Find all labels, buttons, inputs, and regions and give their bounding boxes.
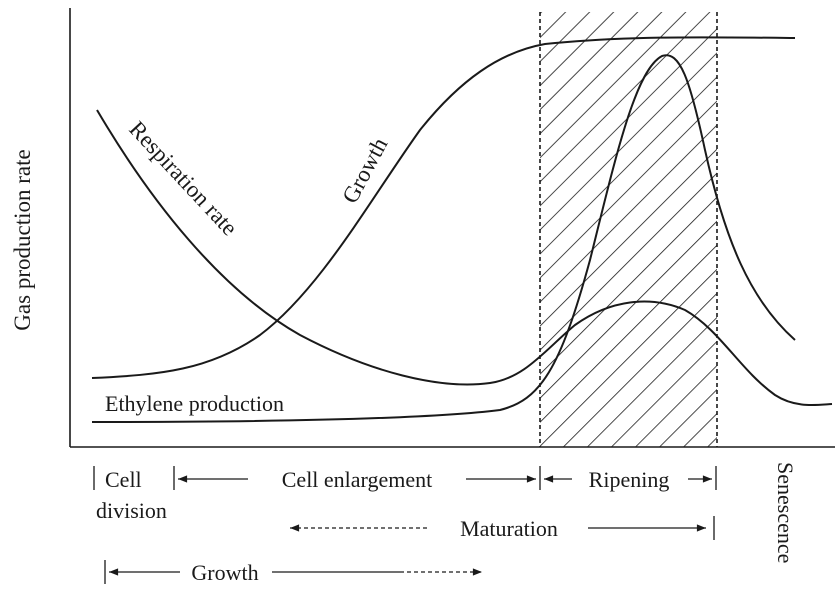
stage-label: Maturation <box>460 516 558 541</box>
ethylene-curve <box>91 54 796 423</box>
stage-label: Cell <box>105 467 142 492</box>
ripening-zone <box>540 12 717 447</box>
growth-curve <box>91 36 796 379</box>
stage-label: Cell enlargement <box>282 467 433 492</box>
stage-label: Growth <box>191 560 258 585</box>
ethylene-label: Ethylene production <box>105 391 284 416</box>
stage-label: Ripening <box>589 467 670 492</box>
stage-label: division <box>96 498 167 523</box>
respiration-curve <box>96 109 833 407</box>
stage-label: Senescence <box>773 462 798 563</box>
growth-label: Growth <box>337 133 392 207</box>
y-axis-label: Gas production rate <box>10 149 35 330</box>
